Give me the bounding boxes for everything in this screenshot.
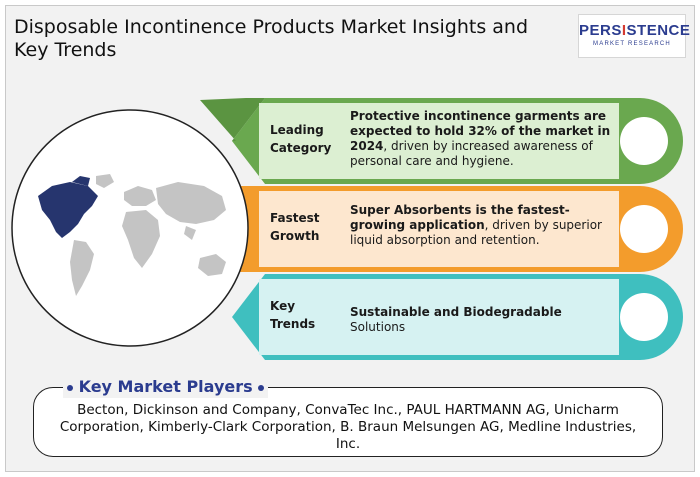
row-fastest-growth-desc: Super Absorbents is the fastest-growing … [350, 203, 612, 248]
fastest-label-line2: Growth [270, 229, 320, 243]
key-players-box [33, 387, 663, 457]
logo-tagline: MARKET RESEARCH [593, 41, 671, 47]
trends-desc-bold: Sustainable and Biodegradable [350, 305, 562, 319]
bullet-dot-icon [258, 384, 265, 391]
row-leading-category-shape [200, 98, 683, 184]
row-leading-category-label: Leading Category [270, 121, 331, 157]
leading-label-line2: Category [270, 141, 332, 155]
bullet-dot-icon [67, 384, 73, 391]
fastest-desc-bold: Super Absorbents is the fastest-growing … [350, 203, 570, 232]
page-title: Disposable Incontinence Products Market … [14, 16, 529, 61]
leading-label-line1: Leading [270, 123, 324, 137]
row-fastest-growth-shape [240, 186, 683, 272]
south-america-map-icon [70, 240, 94, 296]
asia-map-icon [156, 182, 226, 224]
leading-desc-bold: Protective incontinence garments are exp… [350, 109, 611, 153]
fastest-label-line1: Fastest [270, 211, 320, 225]
world-globe [11, 109, 249, 347]
trends-desc-rest: Solutions [350, 320, 406, 334]
key-players-heading: Key Market Players [63, 376, 269, 398]
row-key-trends-shape [232, 274, 683, 360]
row-key-trends-desc: Sustainable and Biodegradable Solutions [350, 305, 612, 335]
row-fastest-growth-label: Fastest Growth [270, 209, 320, 245]
key-players-heading-text: Key Market Players [78, 377, 253, 396]
trends-label-line1: Key [270, 299, 296, 313]
australia-map-icon [198, 254, 226, 276]
leading-desc-rest: , driven by increased awareness of perso… [350, 139, 593, 168]
row-key-trends-label: Key Trends [270, 297, 315, 333]
logo-wordmark: PERSISTENCE [579, 22, 691, 39]
row-leading-category-desc: Protective incontinence garments are exp… [350, 109, 612, 169]
fastest-desc-rest: , driven by superior liquid absorption a… [350, 218, 602, 247]
africa-map-icon [122, 210, 160, 268]
europe-map-icon [124, 186, 156, 206]
trends-label-line2: Trends [270, 317, 316, 331]
key-players-list: Becton, Dickinson and Company, ConvaTec … [59, 402, 637, 452]
north-america-map-icon [38, 182, 98, 238]
persistence-logo: PERSISTENCE MARKET RESEARCH [578, 14, 691, 58]
